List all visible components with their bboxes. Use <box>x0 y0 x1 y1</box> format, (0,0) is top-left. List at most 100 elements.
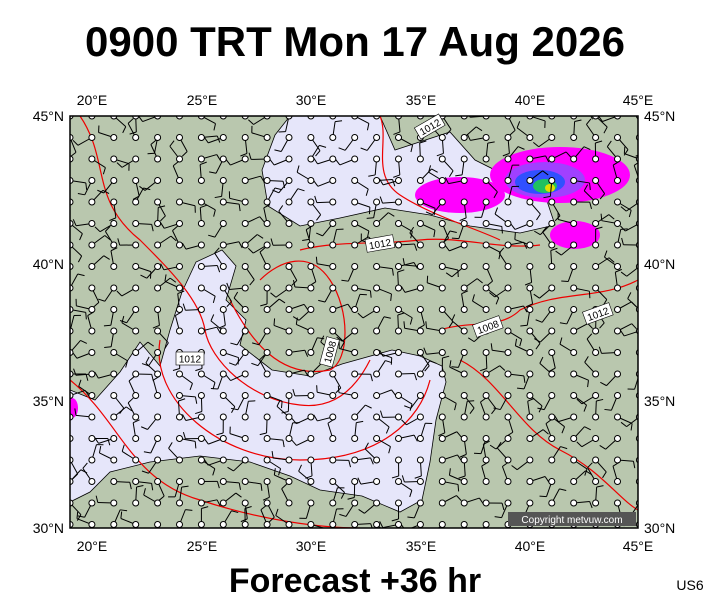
barb-flag <box>533 293 540 299</box>
barb-flag <box>514 232 516 240</box>
station <box>263 177 271 184</box>
barb-flag <box>469 407 475 415</box>
barb-flag <box>448 170 454 177</box>
station <box>482 478 490 485</box>
barb-flag <box>545 418 552 424</box>
barb-flag <box>304 350 309 357</box>
barb-flag <box>116 162 123 168</box>
station <box>285 327 293 335</box>
barb-flag <box>442 355 450 359</box>
labels: 20°E 20°E 25°E 25°E 30°E 30°E 35°E 35°E 40°E 40°E… <box>33 92 676 554</box>
station <box>526 435 534 442</box>
barb-flag <box>496 441 502 449</box>
barb-flag <box>621 237 624 245</box>
barb-flag <box>216 432 224 436</box>
barb-flag <box>74 408 77 416</box>
barb-flag <box>537 407 545 411</box>
barb-flag <box>433 230 436 238</box>
station <box>438 435 446 442</box>
station <box>570 134 578 141</box>
station <box>132 306 140 313</box>
station <box>460 456 468 464</box>
barb-flag <box>169 140 175 147</box>
barb-flag <box>120 509 128 512</box>
lat-label: 45°N <box>644 108 675 124</box>
barb-flag <box>158 495 165 501</box>
station <box>176 198 183 206</box>
station <box>373 413 381 421</box>
station <box>263 392 271 399</box>
barb-flag <box>225 159 231 166</box>
barb-flag <box>259 216 265 223</box>
station <box>395 435 402 442</box>
barb-flag <box>509 129 516 136</box>
barb-flag <box>385 426 390 434</box>
barb-flag <box>125 360 128 368</box>
station <box>482 220 490 227</box>
station <box>176 435 183 442</box>
contour-label-box <box>472 315 504 338</box>
station <box>438 177 446 184</box>
station <box>329 435 337 442</box>
station <box>241 521 249 528</box>
station <box>197 499 205 507</box>
station <box>219 349 227 356</box>
station <box>154 413 162 421</box>
barb-flag <box>320 335 325 343</box>
station <box>482 370 490 378</box>
barb-flag <box>448 321 454 328</box>
barb-flag <box>203 438 209 445</box>
station <box>285 155 293 163</box>
station <box>351 198 359 206</box>
station <box>548 241 556 249</box>
station <box>110 198 118 206</box>
barb-flag <box>348 460 351 468</box>
station <box>154 392 162 399</box>
barb-flag <box>318 299 326 303</box>
station <box>307 499 315 507</box>
station <box>416 456 424 464</box>
station <box>307 284 315 292</box>
station <box>176 155 183 163</box>
barb-flag <box>282 181 286 189</box>
station <box>592 134 600 141</box>
station <box>154 284 162 292</box>
barb-flag <box>230 407 238 411</box>
station <box>285 134 293 141</box>
barb-flag <box>128 376 135 382</box>
station <box>241 241 249 249</box>
barb-flag <box>365 404 372 409</box>
station <box>351 177 359 184</box>
barb-flag <box>226 282 230 290</box>
barb-flag <box>561 426 566 434</box>
station <box>176 134 183 141</box>
barb-flag <box>260 483 263 491</box>
station <box>110 499 118 507</box>
barb-flag <box>502 152 510 157</box>
barb-flag <box>587 323 594 329</box>
barb-flag <box>539 356 544 364</box>
barb-flag <box>276 399 281 407</box>
station <box>373 177 381 184</box>
barb-flag <box>487 141 495 144</box>
station <box>395 177 402 184</box>
station <box>132 370 140 378</box>
barb-flag <box>315 256 318 264</box>
barb-flag <box>244 506 252 509</box>
station <box>351 263 359 270</box>
station <box>154 478 162 485</box>
barb-flag <box>584 426 591 431</box>
station <box>88 413 96 421</box>
station <box>88 155 96 163</box>
station <box>176 413 183 421</box>
station <box>548 349 556 356</box>
barb-flag <box>527 397 535 402</box>
lon-label: 20°E <box>77 538 108 554</box>
station <box>438 349 446 356</box>
barb-flag <box>103 324 111 327</box>
barb-flag <box>620 421 627 427</box>
station <box>285 499 293 507</box>
lon-label: 25°E <box>187 538 218 554</box>
station <box>197 521 205 528</box>
barb-flag <box>327 419 335 424</box>
